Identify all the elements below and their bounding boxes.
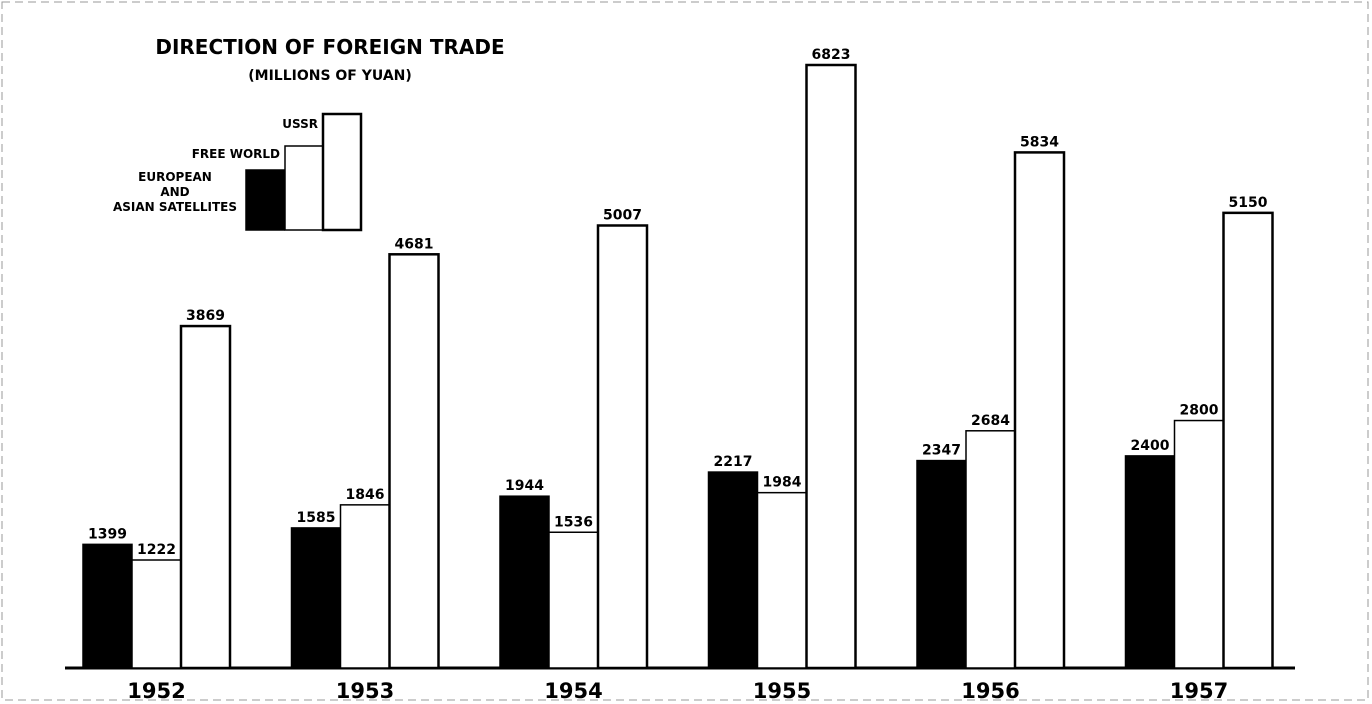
data-label: 2347	[922, 443, 961, 459]
data-label: 1585	[297, 510, 336, 526]
data-label: 1399	[88, 526, 127, 542]
bar	[388, 253, 440, 670]
data-label: 1846	[346, 487, 385, 503]
bar	[916, 459, 967, 669]
bar	[82, 543, 133, 669]
data-label: 5007	[603, 207, 642, 223]
bar	[707, 471, 759, 669]
data-label: 1944	[505, 478, 544, 494]
x-tick-label: 1953	[336, 679, 394, 703]
data-label: 2684	[971, 413, 1010, 429]
x-tick-label: 1957	[1170, 679, 1228, 703]
legend-label: USSR	[282, 117, 318, 131]
data-label: 2800	[1180, 403, 1219, 419]
chart-subtitle: (MILLIONS OF YUAN)	[248, 68, 412, 84]
bar	[499, 495, 550, 669]
data-label: 1536	[554, 514, 593, 530]
legend-swatch	[321, 112, 363, 232]
bar	[1173, 419, 1225, 669]
legend-swatch	[284, 145, 324, 231]
bar	[179, 324, 232, 670]
legend-swatch	[245, 169, 285, 231]
data-label: 5834	[1020, 134, 1059, 150]
bar	[339, 504, 391, 669]
bar	[596, 224, 649, 670]
bar	[1222, 211, 1274, 670]
data-label: 1222	[137, 542, 176, 558]
bar	[805, 63, 857, 670]
legend-label: EUROPEAN AND ASIAN SATELLITES	[112, 170, 238, 214]
bar	[1013, 151, 1066, 670]
data-label: 1984	[763, 475, 802, 491]
legend-label: FREE WORLD	[192, 147, 280, 161]
bar	[756, 491, 808, 669]
x-tick-label: 1954	[544, 679, 602, 703]
data-label: 6823	[812, 47, 851, 63]
bar	[290, 527, 342, 669]
x-tick-label: 1955	[753, 679, 811, 703]
data-label: 3869	[186, 308, 225, 324]
data-label: 2217	[714, 454, 753, 470]
bar	[548, 531, 599, 669]
bar	[965, 430, 1016, 669]
bar	[131, 559, 182, 669]
chart-title: DIRECTION OF FOREIGN TRADE	[155, 35, 504, 59]
bar	[1124, 455, 1176, 669]
x-tick-label: 1956	[961, 679, 1019, 703]
data-label: 5150	[1229, 195, 1268, 211]
data-label: 4681	[395, 236, 434, 252]
data-label: 2400	[1131, 438, 1170, 454]
x-tick-label: 1952	[127, 679, 185, 703]
